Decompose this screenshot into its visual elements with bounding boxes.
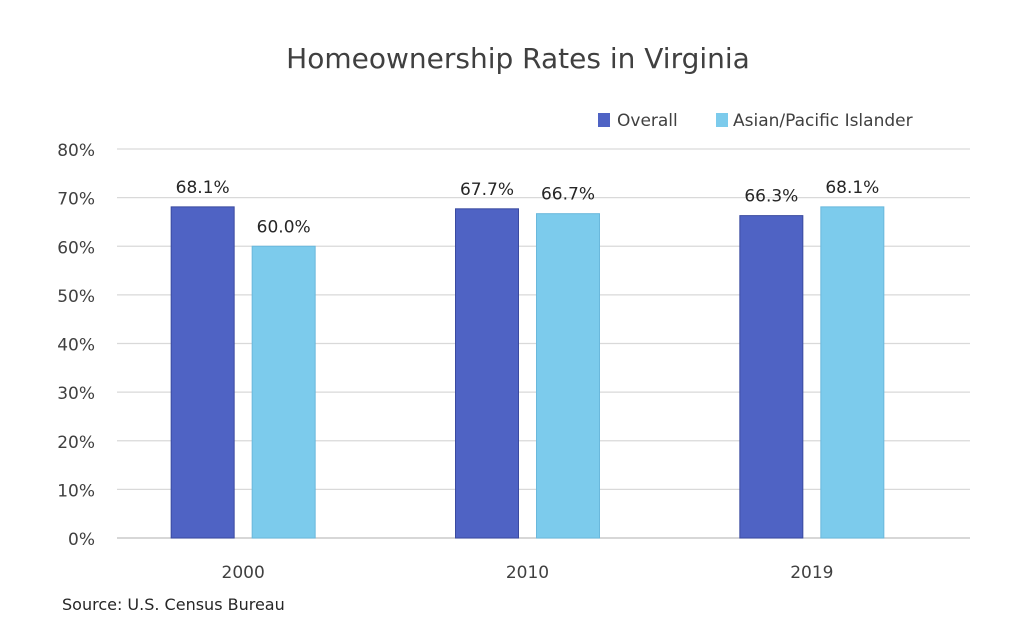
- data-label: 66.3%: [744, 187, 798, 207]
- y-tick-label: 60%: [57, 238, 95, 258]
- legend: Overall Asian/Pacific Islander: [598, 111, 913, 131]
- bar-asian-pacific-islander-2000: [251, 245, 316, 539]
- y-tick-label: 70%: [57, 190, 95, 210]
- bar-overall-2010: [455, 208, 519, 539]
- y-tick-label: 80%: [57, 141, 95, 161]
- legend-label-api: Asian/Pacific Islander: [733, 111, 913, 131]
- bar-asian-pacific-islander-2010: [536, 213, 600, 539]
- bar-overall-2019: [739, 215, 804, 539]
- y-tick-label: 10%: [57, 481, 95, 501]
- x-tick-label: 2010: [506, 563, 549, 583]
- chart-title: Homeownership Rates in Virginia: [286, 42, 750, 75]
- y-tick-label: 0%: [68, 530, 95, 550]
- y-tick-label: 50%: [57, 287, 95, 307]
- data-label: 68.1%: [176, 178, 230, 198]
- legend-label-overall: Overall: [617, 111, 678, 131]
- data-label: 68.1%: [825, 178, 879, 198]
- x-tick-label: 2019: [790, 563, 833, 583]
- bar-overall-2000: [170, 206, 235, 539]
- legend-swatch-api: [716, 113, 728, 127]
- y-tick-label: 30%: [57, 384, 95, 404]
- bar-asian-pacific-islander-2019: [820, 206, 885, 539]
- x-tick-label: 2000: [222, 563, 265, 583]
- y-tick-label: 40%: [57, 336, 95, 356]
- source-note: Source: U.S. Census Bureau: [62, 595, 285, 614]
- data-label: 60.0%: [257, 217, 311, 237]
- y-tick-label: 20%: [57, 433, 95, 453]
- data-label: 67.7%: [460, 180, 514, 200]
- data-label: 66.7%: [541, 185, 595, 205]
- legend-swatch-overall: [598, 113, 610, 127]
